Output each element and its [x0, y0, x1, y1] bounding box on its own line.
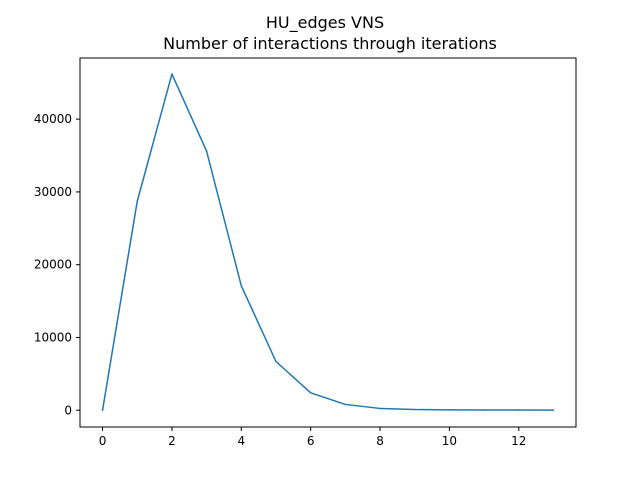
chart-subtitle: Number of interactions through iteration… [163, 34, 497, 53]
data-point [309, 392, 312, 394]
y-tick-label: 40000 [34, 112, 72, 126]
data-point [448, 409, 451, 411]
data-point [171, 73, 173, 75]
x-tick-label: 12 [511, 434, 526, 448]
x-tick-label: 8 [376, 434, 384, 448]
data-point [379, 407, 381, 410]
series-line [101, 73, 554, 411]
data-point [240, 285, 243, 287]
y-tick-label: 30000 [34, 185, 72, 199]
y-tick-label: 20000 [34, 258, 72, 272]
chart-title: HU_edges VNS [266, 13, 384, 33]
plot-area: 0 2 4 6 8 10 12 0 10000 20000 30000 40000 [34, 73, 555, 448]
y-tick-label: 10000 [34, 330, 72, 344]
x-tick-label: 6 [307, 434, 315, 448]
data-point [344, 403, 347, 406]
data-point [205, 150, 208, 152]
data-point [413, 408, 416, 411]
y-tick-label: 0 [64, 403, 72, 417]
data-point [483, 409, 485, 411]
data-point [275, 360, 277, 363]
x-tick-label: 2 [168, 434, 176, 448]
data-point [136, 200, 138, 203]
data-point [101, 409, 104, 412]
data-point [518, 409, 520, 411]
data-point [552, 409, 555, 411]
axes-frame [79, 57, 577, 428]
x-tick-label: 0 [99, 434, 107, 448]
x-tick-label: 10 [442, 434, 457, 448]
x-tick-label: 4 [237, 434, 245, 448]
